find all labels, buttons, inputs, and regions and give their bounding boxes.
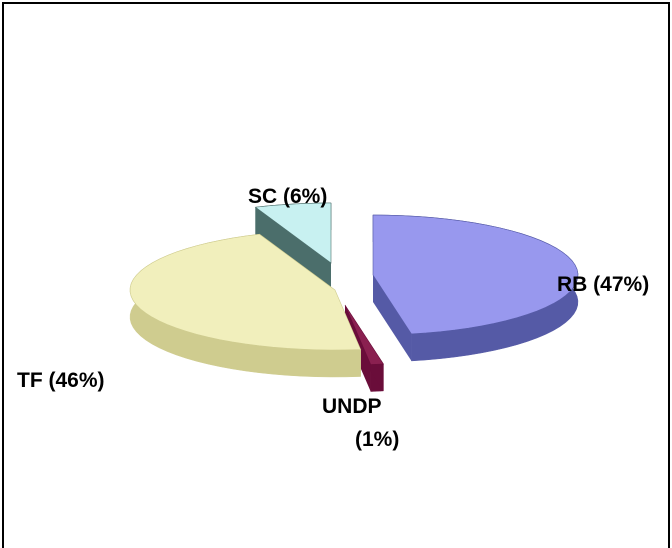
slice-rb (372, 214, 579, 362)
label-rb: RB (47%) (557, 273, 649, 296)
label-tf: TF (46%) (17, 369, 105, 392)
slice-tf (129, 233, 362, 378)
slice-sc (254, 202, 332, 290)
label-undp: UNDP (322, 395, 382, 418)
label-undp-pct: (1%) (355, 428, 399, 451)
label-sc: SC (6%) (248, 185, 327, 208)
